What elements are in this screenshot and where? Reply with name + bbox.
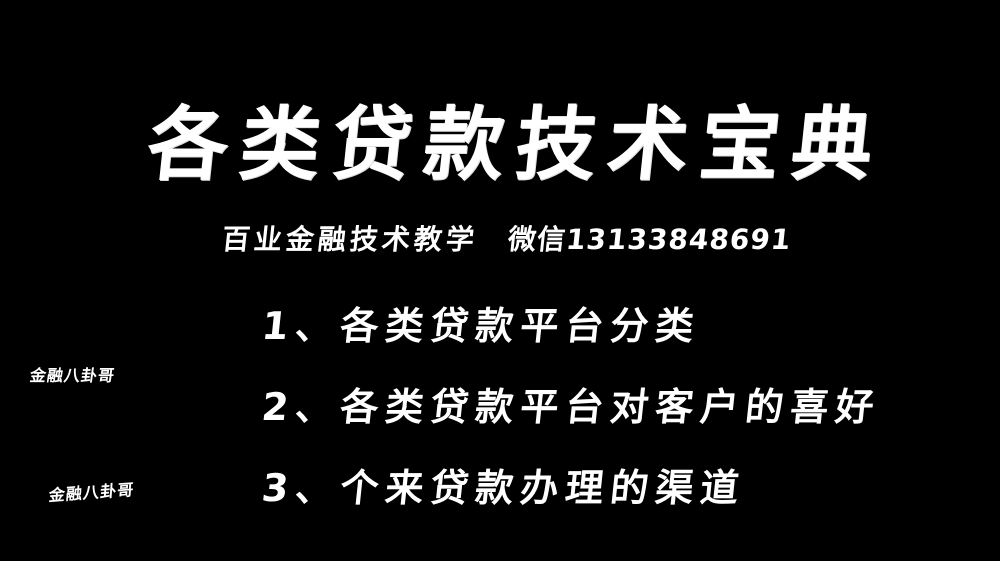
watermark-text: 金融八卦哥 <box>48 480 136 505</box>
list-item: 3、个来贷款办理的渠道 <box>259 466 748 510</box>
list-item-number: 3、 <box>259 466 343 510</box>
list-item-text: 各类贷款平台对客户的喜好 <box>338 385 883 429</box>
list-item-number: 1、 <box>259 304 343 348</box>
watermark-text: 金融八卦哥 <box>28 366 117 385</box>
wechat-contact: 微信13133848691 <box>506 223 794 256</box>
list-item-text: 各类贷款平台分类 <box>338 304 703 348</box>
list-item: 1、各类贷款平台分类 <box>259 304 703 348</box>
list-item-text: 个来贷款办理的渠道 <box>338 466 748 510</box>
org-name: 百业金融技术教学 <box>220 223 480 256</box>
list-item-number: 2、 <box>259 385 343 429</box>
list-item: 2、各类贷款平台对客户的喜好 <box>259 385 883 429</box>
slide-subtitle: 百业金融技术教学 微信13133848691 <box>220 223 794 256</box>
slide-title: 各类贷款技术宝典 <box>143 98 889 191</box>
